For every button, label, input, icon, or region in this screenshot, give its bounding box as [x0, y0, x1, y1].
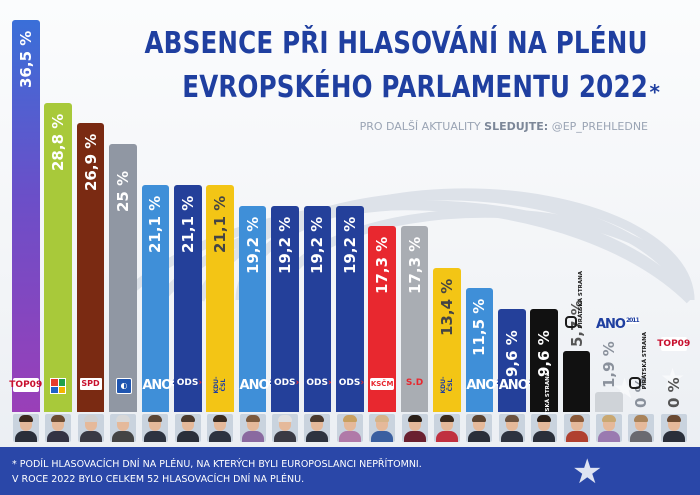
- value-label: 0 %: [664, 377, 683, 408]
- top09-logo-icon: TOP09: [657, 337, 691, 351]
- bar: [12, 20, 40, 412]
- bar: [174, 185, 202, 412]
- mep-portrait: [207, 414, 234, 442]
- mep-portrait: [531, 414, 558, 442]
- value-label: 21,1 %: [211, 196, 230, 254]
- value-label: 36,5 %: [16, 30, 35, 88]
- bar: [336, 205, 364, 412]
- bar: [109, 143, 137, 412]
- eu-star-icon: ★: [660, 362, 686, 395]
- mep-portrait: [12, 414, 39, 442]
- value-label: 19,2 %: [243, 216, 262, 274]
- value-label: 17,3 %: [373, 236, 392, 295]
- footnote-line-1: * PODÍL HLASOVACÍCH DNÍ NA PLÉNU, NA KTE…: [12, 459, 422, 470]
- follow-text: PRO DALŠÍ AKTUALITY: [359, 120, 481, 133]
- value-label: 19,2 %: [340, 216, 359, 274]
- value-label: 9,6 %: [502, 330, 521, 377]
- bar: [530, 308, 558, 412]
- bar: [433, 268, 461, 412]
- value-label: 13,4 %: [437, 278, 456, 337]
- value-label: 1,9 %: [599, 340, 618, 388]
- mep-portrait: [595, 414, 622, 442]
- mep-portrait: [77, 414, 104, 442]
- footer-band: [0, 447, 700, 495]
- bar: [400, 226, 429, 412]
- mep-portrait: [174, 414, 201, 442]
- follow-label: SLEDUJTE:: [484, 120, 549, 133]
- mep-portrait: [433, 414, 460, 442]
- ods-logo-icon: ODS›: [273, 378, 300, 388]
- mep-portrait: [498, 414, 525, 442]
- mep-portrait: [336, 414, 363, 442]
- top09-logo-icon: TOP09: [9, 378, 43, 392]
- mep-portrait: [304, 414, 331, 442]
- mep-portrait: [109, 414, 136, 442]
- mep-portrait: [369, 414, 396, 442]
- bar: [595, 391, 623, 412]
- bar: [465, 288, 494, 412]
- bar: [271, 205, 299, 412]
- mep-portrait: [628, 414, 655, 442]
- spd-logo-icon: SPD: [79, 378, 102, 390]
- follow-handle: @EP_PREHLEDNE: [551, 120, 648, 133]
- bar: [562, 350, 591, 412]
- kdu-logo-icon: KDU-ČSL: [439, 376, 454, 394]
- gray-tile-logo-icon: ◐: [115, 378, 132, 394]
- value-label: 21,1 %: [146, 196, 165, 254]
- eu-star-icon: ★: [572, 452, 603, 492]
- value-label: 19,2 %: [275, 216, 294, 274]
- title-asterisk: *: [649, 80, 660, 104]
- bar: [498, 308, 526, 412]
- pirati-logo-icon: PIRÁTSKÁ STRANA: [629, 332, 648, 390]
- mep-portrait: [45, 414, 72, 442]
- value-label: 9,6 %: [535, 330, 554, 377]
- bar: [44, 102, 72, 412]
- value-label: 17,3 %: [405, 236, 424, 295]
- bar: [238, 205, 267, 412]
- chart-title-line-1: ABSENCE PŘI HLASOVÁNÍ NA PLÉNU: [144, 26, 648, 61]
- value-label: 25 %: [113, 170, 132, 212]
- green-tile-logo-icon: [50, 378, 67, 394]
- mep-portrait: [563, 414, 590, 442]
- mep-portrait: [401, 414, 428, 442]
- ano-logo-icon: ANO2011: [595, 316, 640, 332]
- value-label: 26,9 %: [81, 133, 100, 192]
- footnote-line-2: V ROCE 2022 BYLO CELKEM 52 HLASOVACÍCH D…: [12, 474, 305, 485]
- ods-logo-icon: ODS›: [306, 378, 332, 388]
- kscm-logo-icon: KSČM: [370, 378, 395, 390]
- mep-portrait: [142, 414, 169, 442]
- value-label: 19,2 %: [308, 216, 327, 274]
- bar: [76, 123, 105, 412]
- ods-logo-icon: ODS›: [176, 378, 203, 388]
- sd-logo-icon: S.D: [405, 378, 424, 388]
- bar: [141, 185, 170, 412]
- mep-portrait: [660, 414, 687, 442]
- value-label: 11,5 %: [470, 299, 489, 357]
- bar: [206, 185, 234, 412]
- mep-portrait: [239, 414, 266, 442]
- pirati-logo-icon: PIRÁTSKÁ STRANA: [564, 271, 584, 329]
- kdu-logo-icon: KDU-ČSL: [213, 376, 228, 394]
- follow-line: PRO DALŠÍ AKTUALITY SLEDUJTE: @EP_PREHLE…: [360, 120, 648, 133]
- ods-logo-icon: ODS›: [338, 378, 365, 388]
- bar: [303, 205, 332, 412]
- mep-portrait: [466, 414, 493, 442]
- mep-portrait: [271, 414, 298, 442]
- chart-title-line-2: EVROPSKÉHO PARLAMENTU 2022: [182, 70, 648, 105]
- value-label: 21,1 %: [178, 196, 197, 254]
- value-label: 28,8 %: [49, 113, 68, 171]
